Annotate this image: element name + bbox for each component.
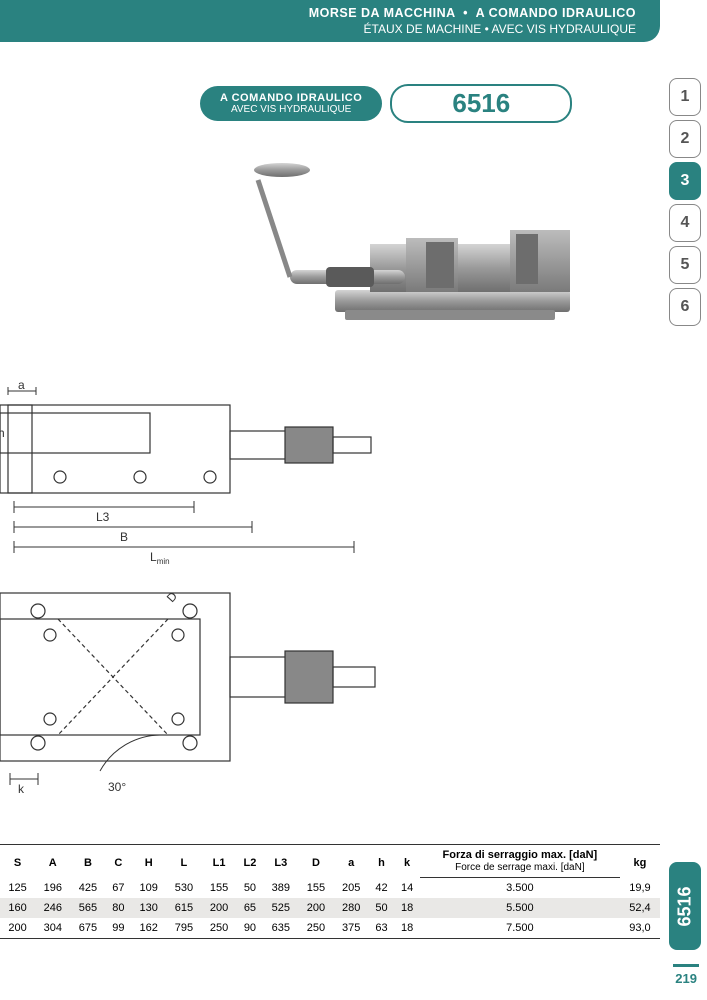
table-cell: 675 [70,918,105,939]
table-cell: 250 [298,918,333,939]
col-header: C [106,845,132,878]
col-header: B [70,845,105,878]
table-cell: 280 [334,898,369,918]
title-row: A COMANDO IDRAULICO AVEC VIS HYDRAULIQUE… [200,84,572,123]
table-cell: 67 [106,878,132,899]
table-cell: 50 [237,878,264,899]
table-cell: 615 [166,898,201,918]
dim-label: L3 [96,510,110,524]
separator-dot: • [463,6,468,20]
col-header-kg: kg [620,845,660,878]
table-cell: 3.500 [420,878,620,899]
table-row: 160246565801306152006552520028050185.500… [0,898,660,918]
table-cell: 795 [166,918,201,939]
header-text: MORSE DA MACCHINA [309,6,455,20]
table-cell: 162 [131,918,166,939]
table-cell: 196 [35,878,70,899]
table-cell: 250 [202,918,237,939]
table-cell: 99 [106,918,132,939]
col-header: k [394,845,420,878]
dim-label: h [0,426,5,440]
table-cell: 5.500 [420,898,620,918]
table-cell: 246 [35,898,70,918]
table-cell: 93,0 [620,918,660,939]
table-cell: 52,4 [620,898,660,918]
page-header: MORSE DA MACCHINA • A COMANDO IDRAULICO … [0,0,660,42]
table-cell: 635 [263,918,298,939]
table-cell: 63 [369,918,395,939]
dim-label: k [18,782,25,796]
col-header: L2 [237,845,264,878]
table-cell: 90 [237,918,264,939]
table-cell: 18 [394,898,420,918]
table-row: 125196425671095301555038915520542143.500… [0,878,660,899]
col-header: H [131,845,166,878]
table-cell: 7.500 [420,918,620,939]
table-cell: 389 [263,878,298,899]
subtitle-line2: AVEC VIS HYDRAULIQUE [220,104,362,115]
header-text: AVEC VIS HYDRAULIQUE [492,22,636,36]
header-line1: MORSE DA MACCHINA • A COMANDO IDRAULICO [0,6,636,20]
col-header: L3 [263,845,298,878]
dim-label: Lmin [150,550,170,566]
table-cell: 160 [0,898,35,918]
table-cell: 80 [106,898,132,918]
subtitle-pill: A COMANDO IDRAULICO AVEC VIS HYDRAULIQUE [200,86,382,121]
table-cell: 130 [131,898,166,918]
table-cell: 425 [70,878,105,899]
header-text: A COMANDO IDRAULICO [476,6,636,20]
table-cell: 155 [298,878,333,899]
product-code: 6516 [390,84,572,123]
product-code-tab-label: 6516 [675,886,696,926]
table-cell: 18 [394,918,420,939]
col-header: a [334,845,369,878]
table-cell: 205 [334,878,369,899]
col-header-force: Forza di serraggio max. [daN] [420,845,620,863]
section-tab-3[interactable]: 3 [669,162,701,200]
header-text: ÉTAUX DE MACHINE [364,22,482,36]
table-cell: 200 [202,898,237,918]
col-header-force-sub: Force de serrage maxi. [daN] [420,862,620,878]
table-cell: 109 [131,878,166,899]
product-photo [230,160,580,335]
section-tab-6[interactable]: 6 [669,288,701,326]
section-tabs: 1 2 3 4 5 6 [669,78,701,326]
table-cell: 200 [298,898,333,918]
table-cell: 125 [0,878,35,899]
col-header: A [35,845,70,878]
section-tab-5[interactable]: 5 [669,246,701,284]
table-cell: 155 [202,878,237,899]
header-line2: ÉTAUX DE MACHINE • AVEC VIS HYDRAULIQUE [0,22,636,36]
table-cell: 375 [334,918,369,939]
dim-label: D [164,589,180,605]
table-cell: 50 [369,898,395,918]
dim-label: 30° [108,780,126,794]
table-cell: 530 [166,878,201,899]
technical-drawing: a h L3 B Lmin D k 30° [0,375,420,805]
table-cell: 14 [394,878,420,899]
col-header: L [166,845,201,878]
dim-label: B [120,530,128,544]
subtitle-line1: A COMANDO IDRAULICO [220,92,362,104]
table-row: 200304675991627952509063525037563187.500… [0,918,660,939]
dim-label: a [18,378,25,392]
col-header: h [369,845,395,878]
table-cell: 65 [237,898,264,918]
table-cell: 200 [0,918,35,939]
table-cell: 525 [263,898,298,918]
section-tab-1[interactable]: 1 [669,78,701,116]
table-cell: 19,9 [620,878,660,899]
table-cell: 42 [369,878,395,899]
col-header: S [0,845,35,878]
section-tab-2[interactable]: 2 [669,120,701,158]
table-cell: 565 [70,898,105,918]
spec-table: SABCHLL1L2L3DahkForza di serraggio max. … [0,844,660,939]
table-cell: 304 [35,918,70,939]
separator-dot: • [485,22,489,36]
col-header: D [298,845,333,878]
product-code-tab: 6516 [669,862,701,950]
col-header: L1 [202,845,237,878]
section-tab-4[interactable]: 4 [669,204,701,242]
page-number: 219 [673,964,699,986]
